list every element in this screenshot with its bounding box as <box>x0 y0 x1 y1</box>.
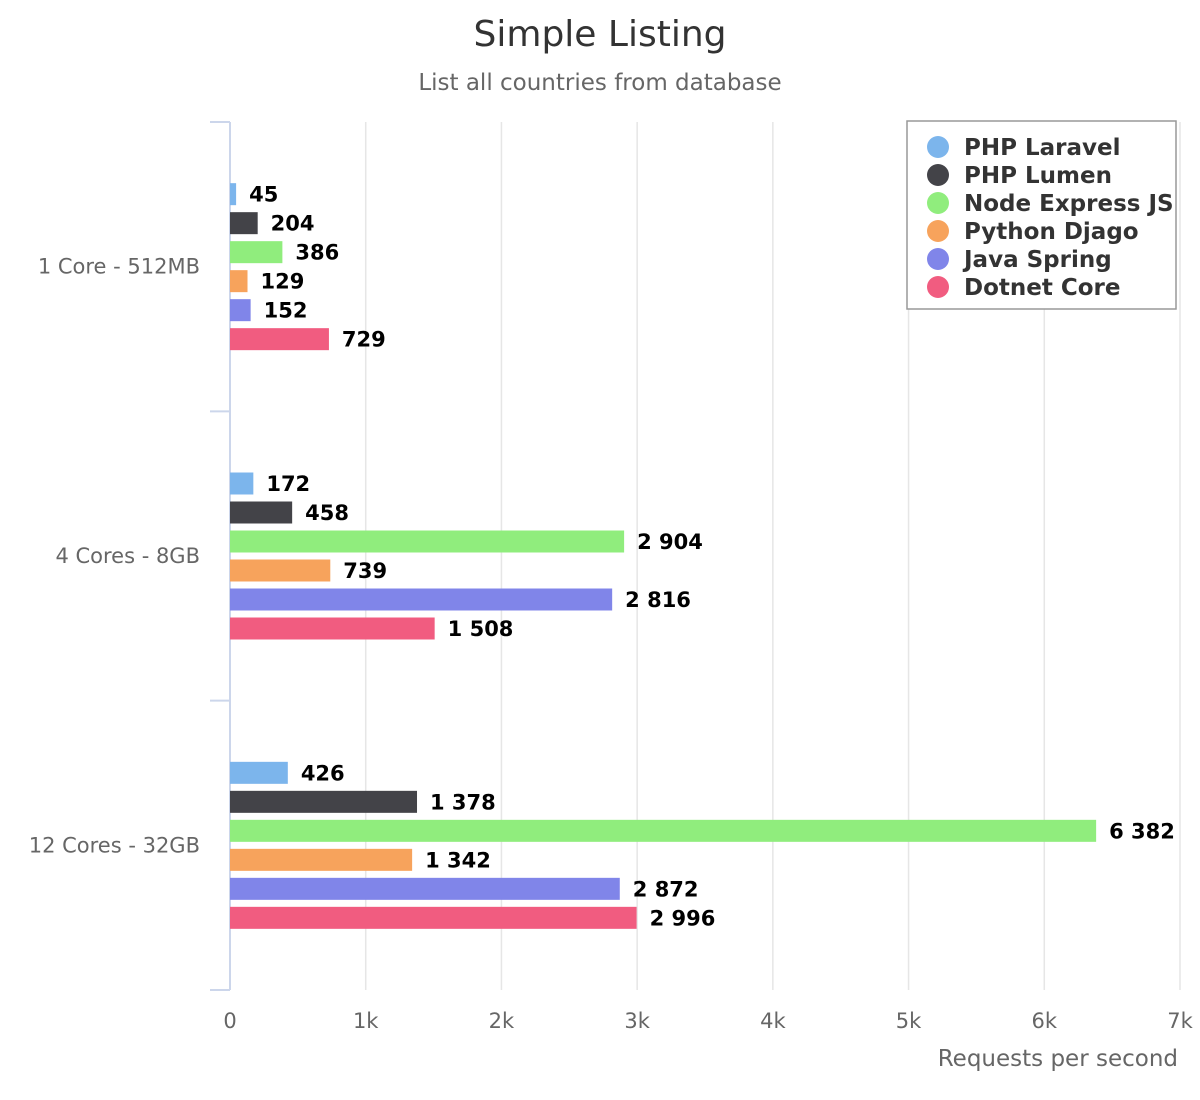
chart-title: Simple Listing <box>473 14 727 55</box>
x-tick-label: 1k <box>353 1009 379 1033</box>
legend-label: Node Express JS <box>964 191 1174 217</box>
bar <box>230 241 283 264</box>
data-label: 172 <box>266 472 310 496</box>
category-label: 4 Cores - 8GB <box>55 544 200 568</box>
x-axis-title: Requests per second <box>938 1046 1178 1072</box>
legend-label: Python Djago <box>964 219 1139 245</box>
data-label: 204 <box>271 212 315 236</box>
legend-label: PHP Lumen <box>964 163 1112 189</box>
legend-marker <box>927 248 949 270</box>
bar <box>230 212 258 235</box>
legend-marker <box>927 192 949 214</box>
legend-marker <box>927 136 949 158</box>
bar <box>230 530 625 553</box>
legend-marker <box>927 220 949 242</box>
bar <box>230 906 637 929</box>
category-label: 1 Core - 512MB <box>38 255 200 279</box>
data-label: 152 <box>264 299 308 323</box>
legend-marker <box>927 164 949 186</box>
bar <box>230 790 418 813</box>
data-label: 2 996 <box>650 906 716 930</box>
legend-marker <box>927 276 949 298</box>
bar <box>230 299 251 322</box>
bar <box>230 183 237 206</box>
data-label: 1 342 <box>425 848 491 872</box>
data-label: 2 816 <box>625 588 691 612</box>
bar <box>230 559 331 582</box>
bar <box>230 501 293 524</box>
bar <box>230 328 329 351</box>
data-label: 739 <box>343 559 387 583</box>
chart-subtitle: List all countries from database <box>418 70 782 96</box>
x-tick-label: 2k <box>489 1009 515 1033</box>
legend-label: Dotnet Core <box>964 275 1121 301</box>
bar <box>230 877 620 900</box>
data-label: 1 508 <box>448 617 514 641</box>
data-label: 45 <box>249 183 278 207</box>
x-tick-label: 4k <box>760 1009 786 1033</box>
x-tick-label: 0 <box>223 1009 236 1033</box>
data-label: 2 904 <box>637 530 703 554</box>
data-label: 1 378 <box>430 790 496 814</box>
x-tick-label: 6k <box>1032 1009 1058 1033</box>
x-tick-label: 7k <box>1167 1009 1193 1033</box>
bar <box>230 270 248 293</box>
x-tick-label: 5k <box>896 1009 922 1033</box>
data-label: 729 <box>342 328 386 352</box>
x-tick-label: 3k <box>624 1009 650 1033</box>
data-label: 6 382 <box>1109 819 1175 843</box>
bar <box>230 761 288 784</box>
data-label: 129 <box>261 270 305 294</box>
data-label: 426 <box>301 761 345 785</box>
data-label: 386 <box>295 241 339 265</box>
bar <box>230 472 254 495</box>
legend-label: PHP Laravel <box>964 135 1121 161</box>
bar <box>230 588 613 611</box>
bar <box>230 848 413 871</box>
legend-label: Java Spring <box>962 247 1112 273</box>
data-label: 458 <box>305 501 349 525</box>
data-label: 2 872 <box>633 877 699 901</box>
bar <box>230 819 1097 842</box>
bar <box>230 617 435 640</box>
legend-box <box>906 120 1177 310</box>
category-label: 12 Cores - 32GB <box>29 833 200 857</box>
